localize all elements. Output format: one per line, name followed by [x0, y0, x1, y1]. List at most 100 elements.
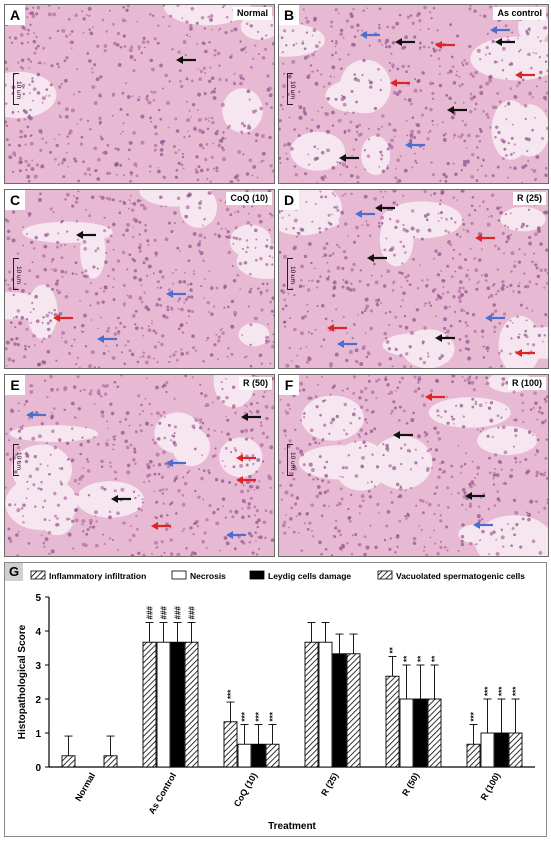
micrograph-panel-d: D R (25) 10 um	[278, 189, 549, 369]
bar	[332, 653, 347, 768]
significance-label: **	[417, 655, 426, 662]
bar	[508, 732, 523, 768]
significance-label: ###	[146, 606, 155, 620]
bar	[413, 698, 428, 768]
micrograph-panel-c: C CoQ (10) 10 um	[4, 189, 275, 369]
red-arrow-icon	[475, 234, 495, 242]
panel-label-c: C	[5, 190, 25, 210]
y-axis-title: Histopathological Score	[17, 624, 28, 739]
micrograph-panel-f: F R (100) 10 um	[278, 374, 549, 557]
significance-label: ###	[160, 606, 169, 620]
y-tick-label: 1	[35, 729, 41, 740]
blue-arrow-icon	[360, 31, 380, 39]
bar	[399, 698, 414, 768]
x-tick-label: Normal	[73, 771, 97, 803]
bar	[494, 732, 509, 768]
bar	[251, 743, 266, 768]
x-axis-title: Treatment	[268, 821, 316, 832]
bar	[237, 743, 252, 768]
blue-arrow-icon	[490, 26, 510, 34]
bar	[427, 698, 442, 768]
scale-bar-label: 10 um	[289, 265, 296, 284]
panel-condition-label: R (50)	[238, 377, 272, 390]
black-arrow-icon	[435, 334, 455, 342]
scale-bar: 10 um	[13, 257, 22, 290]
legend-label: Inflammatory infiltration	[49, 571, 146, 581]
red-arrow-icon	[515, 71, 535, 79]
y-tick-label: 4	[35, 627, 41, 638]
bar	[385, 675, 400, 768]
significance-label: ***	[227, 689, 236, 699]
blue-arrow-icon	[405, 141, 425, 149]
black-arrow-icon	[367, 254, 387, 262]
micrograph-panel-b: B As control 10 um	[278, 4, 549, 184]
significance-label: **	[403, 655, 412, 662]
red-arrow-icon	[236, 454, 256, 462]
blue-arrow-icon	[473, 521, 493, 529]
panel-label-e: E	[5, 375, 25, 395]
scale-bar: 10 um	[287, 257, 296, 290]
black-arrow-icon	[241, 413, 261, 421]
blue-arrow-icon	[337, 340, 357, 348]
legend-swatch	[171, 570, 187, 580]
red-arrow-icon	[515, 349, 535, 357]
bar	[480, 732, 495, 768]
panel-condition-label: R (100)	[507, 377, 546, 390]
red-arrow-icon	[435, 41, 455, 49]
y-tick-label: 5	[35, 593, 41, 604]
x-tick-label: As Control	[147, 771, 179, 816]
scale-bar-label: 10 um	[15, 451, 22, 470]
significance-label: ***	[498, 686, 507, 696]
black-arrow-icon	[375, 204, 395, 212]
bar	[466, 743, 481, 768]
blue-arrow-icon	[26, 411, 46, 419]
x-tick-label: R (50)	[400, 771, 421, 798]
legend-swatch	[30, 570, 46, 580]
panel-label-f: F	[279, 375, 299, 395]
legend-swatch	[377, 570, 393, 580]
legend-swatch	[249, 570, 265, 580]
y-tick-label: 2	[35, 695, 41, 706]
x-tick-label: R (25)	[319, 771, 340, 798]
blue-arrow-icon	[97, 335, 117, 343]
scale-bar: 10 um	[13, 72, 22, 105]
panel-label-g: G	[5, 563, 23, 581]
scale-bar-label: 10 um	[15, 265, 22, 284]
black-arrow-icon	[393, 431, 413, 439]
significance-label: **	[431, 655, 440, 662]
bar	[346, 653, 361, 768]
scale-bar-label: 10 um	[289, 451, 296, 470]
panel-label-a: A	[5, 5, 25, 25]
panel-condition-label: As control	[493, 7, 546, 20]
panel-label-d: D	[279, 190, 299, 210]
bar	[142, 641, 157, 768]
bar	[318, 641, 333, 768]
significance-label: ***	[269, 711, 278, 721]
black-arrow-icon	[111, 495, 131, 503]
black-arrow-icon	[447, 106, 467, 114]
red-arrow-icon	[236, 476, 256, 484]
significance-label: **	[389, 646, 398, 653]
black-arrow-icon	[176, 56, 196, 64]
bar	[156, 641, 171, 768]
blue-arrow-icon	[166, 290, 186, 298]
bar-chart: 0 1 2 3 4 5 Histopathological Score Treatment In…	[17, 570, 535, 832]
significance-label: ***	[255, 711, 264, 721]
red-arrow-icon	[390, 79, 410, 87]
black-arrow-icon	[465, 492, 485, 500]
graph-panel: G 0 1 2 3 4 5 Histopathological Score Treatment…	[4, 562, 547, 837]
blue-arrow-icon	[485, 314, 505, 322]
panel-condition-label: Normal	[232, 7, 272, 20]
scale-bar-label: 10 um	[15, 80, 22, 99]
legend-label: Vacuolated spermatogenic cells	[396, 571, 525, 581]
legend-label: Leydig cells damage	[268, 571, 351, 581]
blue-arrow-icon	[226, 531, 246, 539]
bar	[184, 641, 199, 768]
black-arrow-icon	[495, 38, 515, 46]
black-arrow-icon	[76, 231, 96, 239]
micrograph-panel-a: A Normal 10 um	[4, 4, 275, 184]
significance-label: ***	[470, 711, 479, 721]
significance-label: ***	[512, 686, 521, 696]
scale-bar-label: 10 um	[289, 80, 296, 99]
scale-bar: 10 um	[287, 443, 296, 476]
